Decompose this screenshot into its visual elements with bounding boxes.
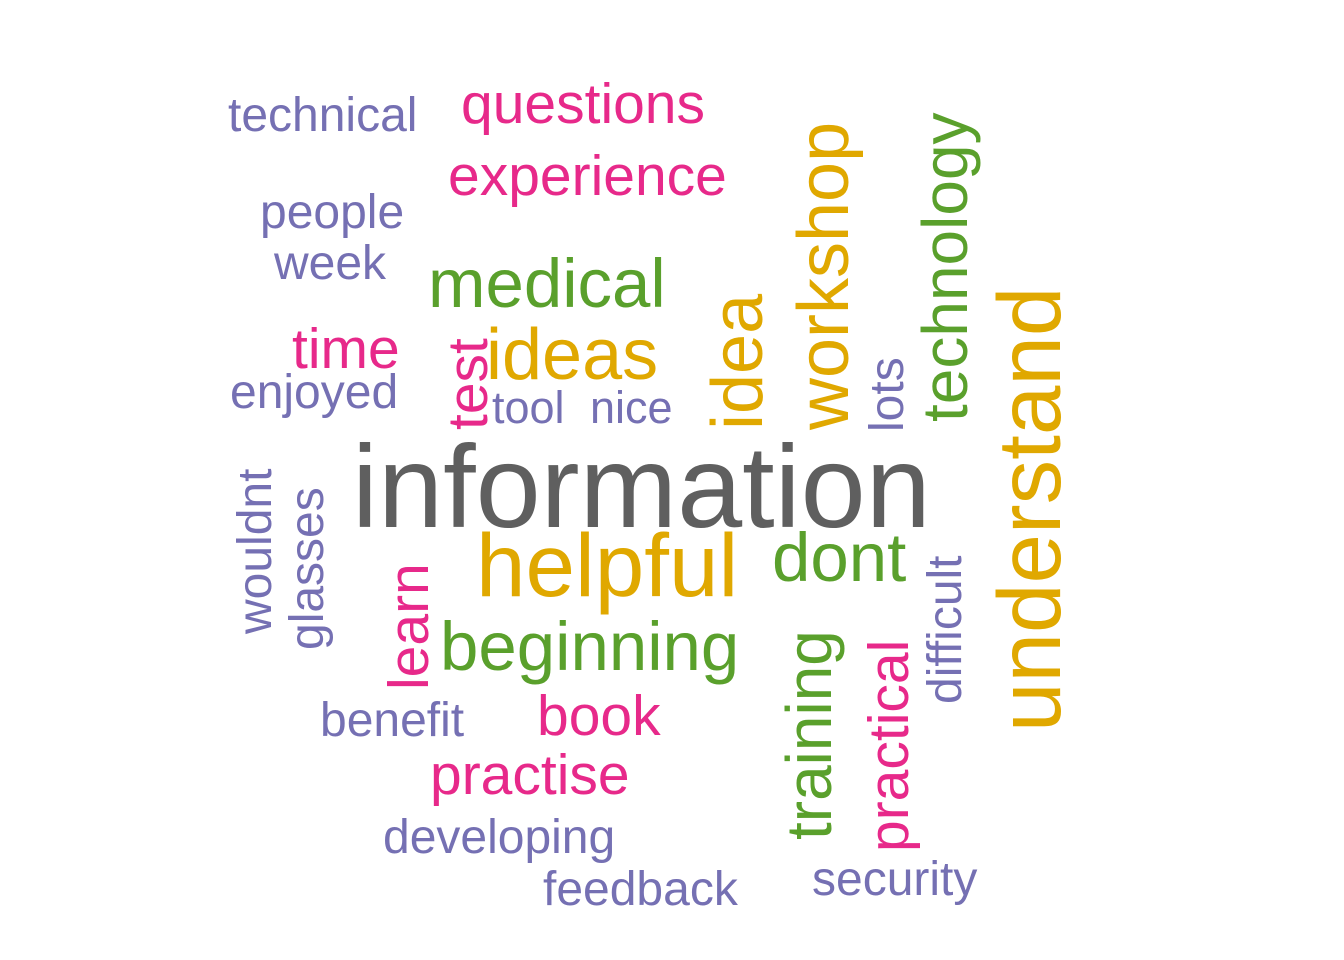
word-developing: developing: [383, 811, 616, 864]
word-tool: tool: [492, 382, 565, 433]
word-technical: technical: [228, 89, 418, 142]
word-nice: nice: [590, 382, 673, 433]
word-enjoyed: enjoyed: [230, 366, 399, 419]
word-difficult: difficult: [919, 555, 972, 704]
word-practical: practical: [857, 639, 921, 852]
word-ideas: ideas: [486, 315, 659, 395]
word-experience: experience: [448, 144, 727, 208]
word-idea: idea: [698, 293, 778, 430]
word-week: week: [274, 237, 387, 290]
word-lots: lots: [861, 357, 914, 432]
word-book: book: [537, 684, 661, 748]
word-time: time: [292, 317, 400, 381]
word-people: people: [260, 186, 405, 239]
word-training: training: [773, 630, 845, 840]
word-information: information: [352, 421, 931, 552]
word-practise: practise: [430, 743, 630, 807]
word-helpful: helpful: [476, 515, 739, 615]
word-dont: dont: [772, 519, 907, 596]
word-learn: learn: [377, 563, 441, 690]
word-feedback: feedback: [543, 863, 738, 916]
word-glasses: glasses: [281, 487, 334, 650]
word-security: security: [812, 853, 978, 906]
word-medical: medical: [428, 245, 666, 322]
word-technology: technology: [909, 112, 981, 422]
word-test: test: [436, 338, 500, 430]
word-benefit: benefit: [320, 694, 465, 747]
word-understand: understand: [979, 286, 1079, 732]
word-workshop: workshop: [784, 121, 864, 430]
word-wouldnt: wouldnt: [229, 468, 282, 634]
word-beginning: beginning: [440, 608, 740, 685]
word-questions: questions: [461, 72, 706, 136]
